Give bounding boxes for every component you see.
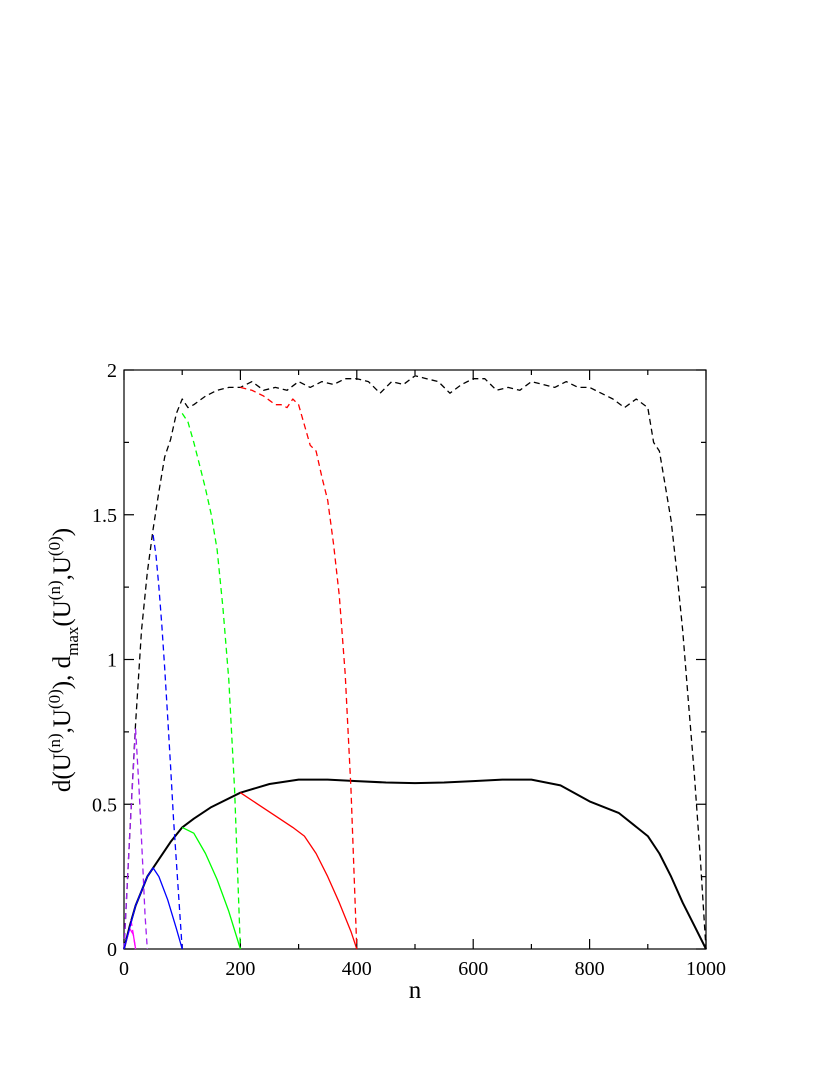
series-line-8 [181,413,242,950]
y-tick-label: 1.5 [92,505,117,527]
y-tick-label: 0 [107,939,117,961]
y-axis-label-part: (n) [45,733,64,753]
x-tick-label: 200 [225,958,255,980]
x-tick-labels: 0 200 400 600 800 1000 [119,958,726,980]
x-tick-label: 800 [575,958,605,980]
y-axis-label-part: ), d [49,655,76,689]
y-axis-label-part: ,U [49,709,76,733]
series-line-3 [123,728,148,950]
y-axis-label-part: (0) [45,536,64,556]
x-tick-label: 0 [119,958,129,980]
y-tick-label: 2 [107,360,117,382]
x-tick-label: 400 [342,958,372,980]
x-tick-label: 600 [458,958,488,980]
x-axis-label: n [409,977,422,1004]
y-tick-label: 0.5 [92,794,117,816]
y-tick-label: 1 [107,650,117,672]
y-axis-label: d(U(n),U(0)), dmax(U(n),U(0)) [45,528,82,792]
series-line-4 [130,919,137,950]
series-line-9 [240,792,358,950]
series-line-6 [152,534,183,950]
y-axis-label-part: (0) [45,689,64,709]
y-axis-label-part: max [63,626,82,656]
y-axis-label-part: ) [49,528,76,536]
plot-area [123,369,707,950]
y-axis-label-part: (U [49,600,76,626]
y-tick-labels: 0 0.5 1 1.5 2 [92,360,117,961]
series-line-7 [181,826,242,950]
y-axis-label-part: ,U [49,556,76,580]
series-group [123,375,707,950]
y-axis-label-part: (n) [45,580,64,600]
series-line-1 [123,375,707,950]
y-axis-label-part: d(U [49,753,76,792]
series-line-10 [240,386,358,950]
series-line-5 [123,867,183,950]
x-tick-label: 1000 [686,958,726,980]
